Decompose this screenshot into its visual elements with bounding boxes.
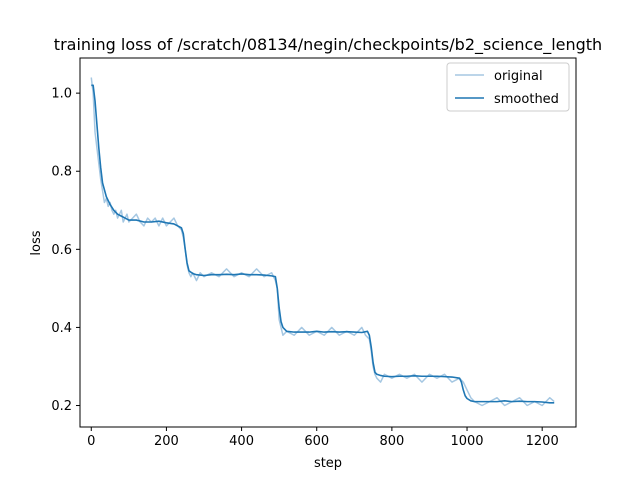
legend-label-original: original [494,69,543,84]
x-tick-label: 200 [154,434,179,449]
y-tick-label: 0.8 [51,165,72,180]
y-tick-label: 0.2 [51,399,72,414]
x-tick-label: 1000 [450,434,483,449]
y-axis-label: loss [29,230,44,255]
legend-label-smoothed: smoothed [494,92,559,107]
x-tick-label: 0 [87,434,95,449]
series-smoothed [91,84,555,404]
x-tick-label: 600 [304,434,329,449]
x-axis-label: step [314,456,342,471]
x-tick-label: 800 [379,434,404,449]
x-axis-ticks: 0 200 400 600 800 1000 1200 [87,427,559,449]
x-tick-label: 400 [229,434,254,449]
y-tick-label: 1.0 [51,87,72,102]
series-line-smoothed [91,84,555,404]
plot-area [90,77,555,407]
series-original [90,77,555,407]
chart-title: training loss of /scratch/08134/negin/ch… [54,35,602,55]
x-tick-label: 1200 [526,434,559,449]
legend: original smoothed [446,62,570,112]
axes-frame [79,57,577,428]
y-tick-label: 0.6 [51,243,72,258]
y-axis-ticks: 0.2 0.4 0.6 0.8 1.0 [51,87,80,414]
y-tick-label: 0.4 [51,321,72,336]
series-line-original [90,77,555,407]
